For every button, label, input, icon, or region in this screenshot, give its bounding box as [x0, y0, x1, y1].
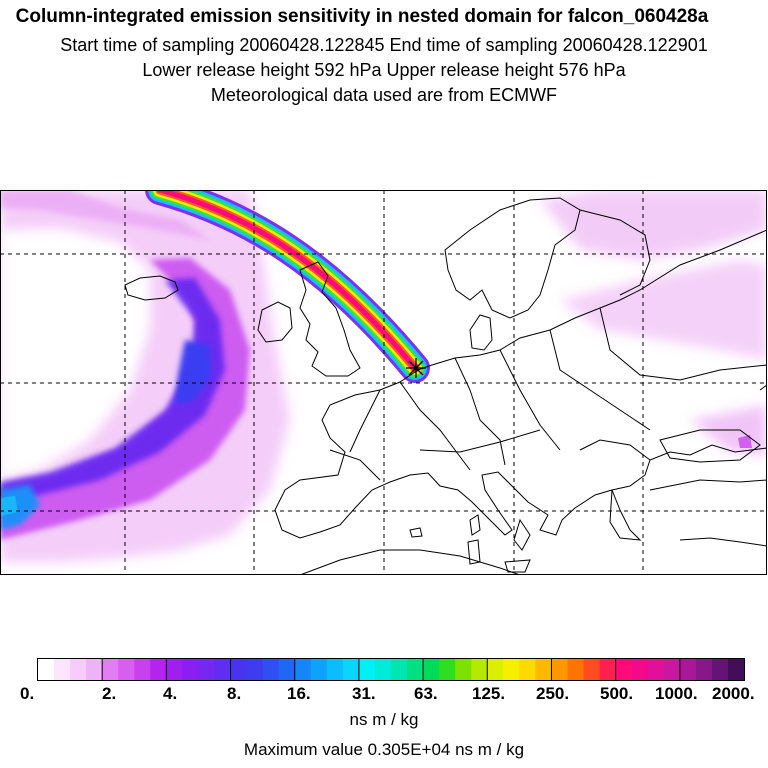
color-scale-cell	[663, 659, 681, 680]
color-scale-frame	[37, 658, 745, 681]
color-scale-cell	[471, 659, 488, 680]
color-scale-cell	[631, 659, 649, 680]
color-scale-cell	[374, 659, 392, 680]
color-scale-cell	[102, 659, 119, 680]
color-scale-cell	[358, 659, 376, 680]
color-scale-cell	[54, 659, 71, 680]
scale-units: ns m / kg	[349, 710, 419, 729]
color-scale-cell	[407, 659, 424, 680]
color-scale-cell	[423, 659, 440, 680]
scale-label: 63.	[414, 684, 438, 703]
release-point-marker	[406, 358, 426, 378]
sensitivity-map	[0, 190, 767, 575]
color-scale-cell	[198, 659, 216, 680]
color-scale-cell	[727, 659, 745, 680]
color-scale-cells	[38, 659, 745, 680]
color-scale-cell	[439, 659, 456, 680]
color-scale-cell	[294, 659, 312, 680]
color-scale-cell	[342, 659, 360, 680]
color-scale-cell	[599, 659, 617, 680]
color-scale-cell	[391, 659, 408, 680]
color-scale-cell	[455, 659, 472, 680]
scale-label: 125.	[472, 684, 506, 703]
scale-label: 8.	[227, 684, 242, 703]
scale-label: 4.	[163, 684, 178, 703]
color-scale-cell	[230, 659, 248, 680]
color-scale-cell	[278, 659, 296, 680]
color-scale-cell	[615, 659, 633, 680]
scale-label: 500.	[600, 684, 634, 703]
color-scale-bar	[37, 658, 745, 681]
color-scale-cell	[262, 659, 280, 680]
color-scale-cell	[86, 659, 103, 680]
color-scale-cell	[118, 659, 135, 680]
color-scale-cell	[583, 659, 601, 680]
color-scale-cell	[679, 659, 697, 680]
color-scale-cell	[134, 659, 151, 680]
maximum-value: Maximum value 0.305E+04 ns m / kg	[243, 740, 525, 759]
map-title: Column-integrated emission sensitivity i…	[15, 6, 709, 27]
scale-label: 0.	[20, 684, 35, 703]
color-scale-cell	[38, 659, 55, 680]
color-scale-cell	[166, 659, 184, 680]
color-scale-cell	[503, 659, 520, 680]
color-scale-cell	[711, 659, 729, 680]
color-scale-cell	[310, 659, 328, 680]
sampling-times: Start time of sampling 20060428.122845 E…	[60, 35, 708, 55]
color-scale-cell	[695, 659, 713, 680]
scale-label: 2.	[102, 684, 117, 703]
color-scale-cell	[214, 659, 232, 680]
scale-label: 1000.	[655, 684, 698, 703]
color-scale-cell	[567, 659, 585, 680]
color-scale-cell	[182, 659, 200, 680]
sensitivity-field	[0, 190, 767, 562]
color-scale-cell	[326, 659, 344, 680]
coastlines	[124, 197, 767, 575]
color-scale-cell	[70, 659, 87, 680]
scale-label: 2000.	[712, 684, 755, 703]
color-scale-cell	[150, 659, 167, 680]
color-scale-cell	[487, 659, 504, 680]
met-data-source: Meteorological data used are from ECMWF	[210, 85, 558, 105]
scale-label: 31.	[352, 684, 376, 703]
map-frame	[0, 190, 767, 575]
color-scale-cell	[647, 659, 665, 680]
lat-lon-grid	[0, 190, 767, 575]
color-scale-cell	[535, 659, 553, 680]
release-heights: Lower release height 592 hPa Upper relea…	[142, 60, 626, 80]
color-scale-cell	[551, 659, 569, 680]
color-scale-cell	[519, 659, 537, 680]
scale-label: 16.	[287, 684, 311, 703]
color-scale-cell	[246, 659, 264, 680]
color-scale-ticks	[101, 659, 681, 680]
scale-label: 250.	[536, 684, 570, 703]
